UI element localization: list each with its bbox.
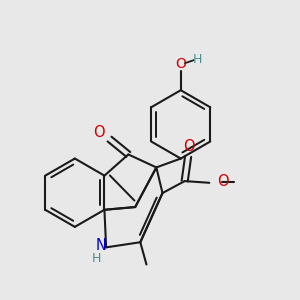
Text: O: O <box>183 140 195 154</box>
Text: H: H <box>92 252 101 265</box>
Text: O: O <box>217 174 228 189</box>
Text: H: H <box>193 53 203 66</box>
Text: N: N <box>96 238 106 253</box>
Text: O: O <box>94 125 105 140</box>
Text: O: O <box>175 57 186 71</box>
